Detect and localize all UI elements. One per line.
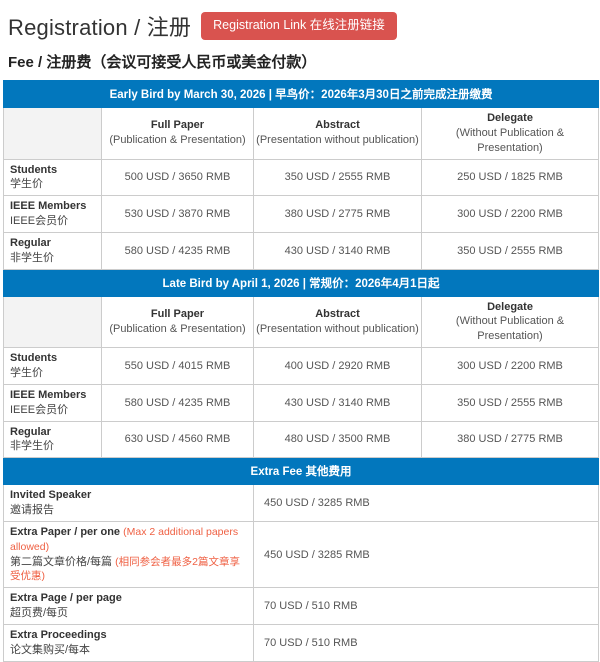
row-label-regular: Regular 非学生价: [3, 231, 102, 270]
row-label-en: Extra Proceedings: [10, 628, 107, 641]
column-header-delegate: Delegate (Without Publication & Presenta…: [420, 295, 600, 349]
row-label-extra-proceedings: Extra Proceedings 论文集购买/每本: [3, 623, 254, 662]
corner-cell: [3, 295, 102, 349]
column-header-full-paper: Full Paper (Publication & Presentation): [101, 295, 254, 349]
row-label-students: Students 学生价: [3, 347, 102, 385]
row-label-en: IEEE Members: [10, 388, 87, 401]
column-header-abstract: Abstract (Presentation without publicati…: [253, 295, 422, 349]
fee-table: Early Bird by March 30, 2026 | 早鸟价：2026年…: [2, 80, 600, 662]
table-row: Extra Paper / per one (Max 2 additional …: [3, 520, 600, 589]
price-cell: 450 USD / 3285 RMB: [252, 484, 600, 522]
table-row: Extra Page / per page 超页费/每页 70 USD / 51…: [3, 587, 600, 625]
row-label-en: Students: [10, 352, 58, 365]
table-row: Invited Speaker 邀请报告 450 USD / 3285 RMB: [3, 484, 600, 522]
row-label-en: Students: [10, 163, 58, 176]
price-cell: 580 USD / 4235 RMB: [101, 231, 254, 270]
row-label-en: Invited Speaker: [10, 489, 92, 502]
price-cell: 580 USD / 4235 RMB: [101, 383, 254, 422]
fee-section-title: Fee / 注册费（会议可接受人民币或美金付款）: [8, 54, 317, 71]
price-cell: 350 USD / 2555 RMB: [420, 383, 600, 422]
price-cell: 70 USD / 510 RMB: [252, 623, 600, 662]
price-cell: 380 USD / 2775 RMB: [253, 195, 422, 233]
row-label-regular: Regular 非学生价: [3, 420, 102, 459]
row-label-ieee-members: IEEE Members IEEE会员价: [3, 383, 102, 422]
column-name: Abstract: [315, 308, 360, 321]
row-label-zh: IEEE会员价: [10, 215, 69, 228]
price-cell: 300 USD / 2200 RMB: [420, 347, 600, 385]
corner-cell: [3, 107, 102, 160]
column-header-full-paper: Full Paper (Publication & Presentation): [101, 107, 254, 160]
table-row: IEEE Members IEEE会员价 580 USD / 4235 RMB …: [3, 383, 600, 422]
row-label-invited-speaker: Invited Speaker 邀请报告: [3, 484, 254, 522]
row-label-extra-page: Extra Page / per page 超页费/每页: [3, 587, 254, 625]
table-row: Extra Proceedings 论文集购买/每本 70 USD / 510 …: [3, 623, 600, 662]
row-label-extra-paper: Extra Paper / per one (Max 2 additional …: [3, 520, 254, 589]
column-desc: (Without Publication & Presentation): [455, 126, 565, 154]
row-label-zh: 超页费/每页: [10, 607, 69, 620]
page-title: Registration / 注册: [8, 15, 192, 40]
price-cell: 250 USD / 1825 RMB: [420, 158, 600, 197]
row-label-en: Regular: [10, 236, 51, 249]
price-cell: 450 USD / 3285 RMB: [252, 520, 600, 589]
row-label-en: IEEE Members: [10, 200, 87, 213]
price-cell: 300 USD / 2200 RMB: [420, 195, 600, 233]
price-cell: 350 USD / 2555 RMB: [420, 231, 600, 270]
price-cell: 350 USD / 2555 RMB: [253, 158, 422, 197]
price-cell: 400 USD / 2920 RMB: [253, 347, 422, 385]
title-row: Registration / 注册 Registration Link 在线注册…: [3, 10, 597, 42]
row-label-zh: 学生价: [10, 366, 43, 379]
registration-link-button[interactable]: Registration Link 在线注册链接: [201, 12, 397, 40]
extra-fee-header-bar: Extra Fee 其他费用: [2, 457, 600, 486]
row-label-en: Extra Paper / per one (Max 2 additional …: [10, 525, 247, 555]
row-label-zh-text: 第二篇文章价格/每篇: [10, 555, 113, 568]
row-label-zh: 第二篇文章价格/每篇 (相同参会者最多2篇文章享受优惠): [10, 555, 247, 585]
column-name: Delegate: [487, 112, 533, 124]
row-label-en: Extra Page / per page: [10, 592, 122, 605]
row-label-en-text: Extra Paper / per one: [10, 525, 121, 538]
row-label-ieee-members: IEEE Members IEEE会员价: [3, 195, 102, 233]
row-label-zh: 学生价: [10, 178, 43, 191]
column-header-abstract: Abstract (Presentation without publicati…: [253, 107, 422, 160]
column-name: Abstract: [315, 119, 360, 132]
table-row: Regular 非学生价 630 USD / 4560 RMB 480 USD …: [3, 420, 600, 459]
column-desc: (Publication & Presentation): [109, 134, 246, 147]
price-cell: 480 USD / 3500 RMB: [253, 420, 422, 459]
table-row: Students 学生价 550 USD / 4015 RMB 400 USD …: [3, 347, 600, 385]
late-bird-header-bar: Late Bird by April 1, 2026 | 常规价：2026年4月…: [2, 268, 600, 297]
row-label-zh: 论文集购买/每本: [10, 643, 91, 656]
column-name: Full Paper: [150, 308, 205, 321]
column-name: Full Paper: [150, 119, 205, 132]
price-cell: 500 USD / 3650 RMB: [101, 158, 254, 197]
row-label-en: Regular: [10, 425, 51, 438]
column-header-row: Full Paper (Publication & Presentation) …: [3, 295, 600, 349]
column-desc: (Publication & Presentation): [109, 322, 246, 335]
row-label-zh: 非学生价: [10, 251, 54, 264]
column-desc: (Presentation without publication): [256, 322, 419, 335]
column-header-delegate: Delegate (Without Publication & Presenta…: [420, 107, 600, 160]
row-label-zh: 邀请报告: [10, 504, 54, 517]
price-cell: 530 USD / 3870 RMB: [101, 195, 254, 233]
table-row: Students 学生价 500 USD / 3650 RMB 350 USD …: [3, 158, 600, 197]
price-cell: 380 USD / 2775 RMB: [420, 420, 600, 459]
table-row: Regular 非学生价 580 USD / 4235 RMB 430 USD …: [3, 231, 600, 270]
price-cell: 70 USD / 510 RMB: [252, 587, 600, 625]
column-desc: (Without Publication & Presentation): [455, 315, 565, 343]
price-cell: 550 USD / 4015 RMB: [101, 347, 254, 385]
price-cell: 430 USD / 3140 RMB: [253, 383, 422, 422]
column-header-row: Full Paper (Publication & Presentation) …: [3, 107, 600, 160]
column-desc: (Presentation without publication): [256, 134, 419, 147]
table-row: IEEE Members IEEE会员价 530 USD / 3870 RMB …: [3, 195, 600, 233]
row-label-zh: IEEE会员价: [10, 403, 69, 416]
column-name: Delegate: [487, 300, 533, 313]
row-label-zh: 非学生价: [10, 440, 54, 453]
price-cell: 630 USD / 4560 RMB: [101, 420, 254, 459]
price-cell: 430 USD / 3140 RMB: [253, 231, 422, 270]
row-label-students: Students 学生价: [3, 158, 102, 197]
early-bird-header-bar: Early Bird by March 30, 2026 | 早鸟价：2026年…: [2, 80, 600, 108]
